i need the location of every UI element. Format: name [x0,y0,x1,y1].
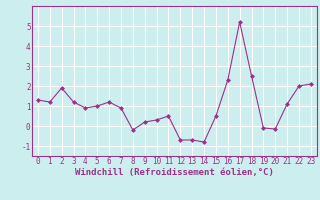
X-axis label: Windchill (Refroidissement éolien,°C): Windchill (Refroidissement éolien,°C) [75,168,274,177]
